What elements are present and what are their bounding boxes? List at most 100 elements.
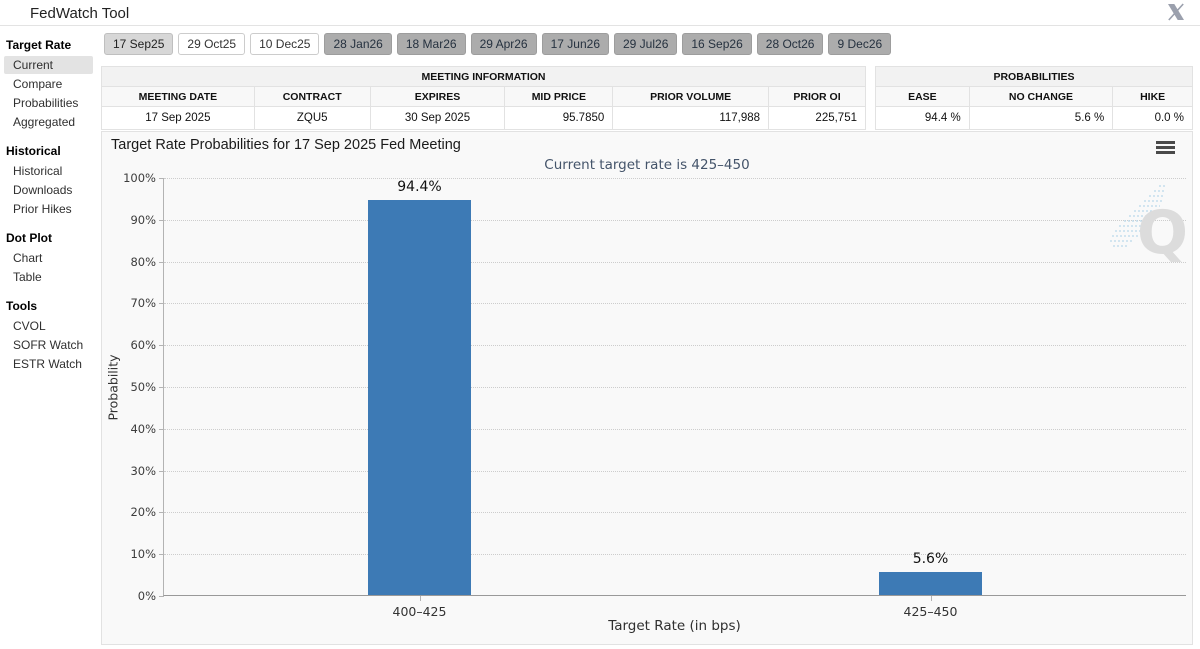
y-tick-mark — [159, 261, 164, 263]
x-logo-glyph — [1168, 3, 1184, 21]
probability-bar[interactable] — [368, 200, 471, 595]
x-axis-title: Target Rate (in bps) — [608, 618, 741, 634]
y-tick-mark — [159, 219, 164, 221]
column-header: NO CHANGE — [968, 86, 1114, 107]
sidebar-item-compare[interactable]: Compare — [13, 77, 63, 91]
sidebar-item-current[interactable]: Current — [4, 56, 93, 74]
sidebar-item-historical[interactable]: Historical — [13, 164, 63, 178]
sidebar-item-estr-watch[interactable]: ESTR Watch — [13, 357, 82, 371]
table-cell: 5.6 % — [968, 106, 1114, 130]
column-header: EXPIRES — [369, 86, 506, 107]
meeting-tab[interactable]: 16 Sep26 — [682, 33, 752, 55]
column-header: MEETING DATE — [101, 86, 255, 107]
svg-text:Q: Q — [1137, 198, 1188, 268]
y-tick-mark — [159, 470, 164, 472]
probabilities-table: PROBABILITIES EASE NO CHANGE HIKE 94.4 % 5.6 … — [875, 66, 1193, 130]
sidebar: Target Rate Current Compare Probabilities Ag… — [0, 26, 100, 374]
column-header: PRIOR VOLUME — [612, 86, 770, 107]
y-tick-label: 0% — [137, 589, 156, 603]
column-header: PRIOR OI — [768, 86, 866, 107]
meeting-tab[interactable]: 17 Sep25 — [104, 33, 174, 55]
chart-menu-icon[interactable] — [1156, 141, 1175, 156]
table-cell: 117,988 — [612, 106, 770, 130]
chart-subtitle: Current target rate is 425–450 — [544, 157, 750, 173]
table-cell: 17 Sep 2025 — [101, 106, 255, 130]
sidebar-item-sofr-watch[interactable]: SOFR Watch — [13, 338, 84, 352]
gridline — [164, 303, 1186, 305]
y-tick-mark — [159, 345, 164, 347]
y-tick-mark — [159, 596, 164, 597]
bar-value-label: 94.4% — [397, 179, 442, 196]
y-tick-label: 90% — [130, 212, 156, 227]
meeting-tab[interactable]: 10 Dec25 — [250, 33, 320, 55]
y-tick-mark — [159, 178, 164, 179]
gridline — [164, 261, 1186, 263]
sidebar-item-chart[interactable]: Chart — [13, 251, 43, 265]
meeting-tab[interactable]: 29 Apr26 — [470, 33, 537, 55]
table-cell: 94.4 % — [875, 106, 970, 130]
bar-value-label: 5.6% — [912, 550, 949, 567]
table-title: PROBABILITIES — [875, 66, 1193, 87]
y-tick-label: 30% — [130, 463, 156, 478]
y-tick-mark — [159, 512, 164, 514]
sidebar-item-probabilities[interactable]: Probabilities — [13, 96, 79, 110]
meeting-tab[interactable]: 28 Jan26 — [324, 33, 392, 55]
meeting-tab[interactable]: 29 Oct25 — [178, 33, 246, 55]
sidebar-section-header: Tools — [6, 299, 38, 313]
gridline — [164, 470, 1186, 472]
column-header: MID PRICE — [504, 86, 614, 107]
header-divider — [0, 25, 1200, 26]
x-logo-icon[interactable] — [1163, 0, 1189, 24]
gridline — [164, 512, 1186, 514]
gridline — [164, 428, 1186, 430]
table-cell: 0.0 % — [1112, 106, 1193, 130]
y-tick-mark — [159, 387, 164, 388]
chart-title: Target Rate Probabilities for 17 Sep 202… — [111, 137, 461, 153]
meeting-tabs: 17 Sep25 29 Oct25 10 Dec25 28 Jan26 18 Mar26… — [104, 33, 892, 55]
meeting-tab[interactable]: 9 Dec26 — [828, 33, 892, 55]
page-title: FedWatch Tool — [30, 5, 130, 22]
column-header: EASE — [875, 86, 970, 107]
quikstrike-watermark-icon: Q — [1107, 180, 1192, 272]
column-header: CONTRACT — [253, 86, 371, 107]
sidebar-item-cvol[interactable]: CVOL — [13, 319, 46, 333]
column-header: HIKE — [1112, 86, 1193, 107]
sidebar-section-header: Historical — [6, 144, 61, 158]
y-tick-mark — [159, 554, 164, 556]
meeting-tab[interactable]: 18 Mar26 — [396, 33, 466, 55]
sidebar-section-header: Target Rate — [6, 38, 72, 52]
sidebar-item-table[interactable]: Table — [13, 270, 42, 284]
y-tick-label: 10% — [130, 547, 156, 562]
meeting-tab[interactable]: 29 Jul26 — [614, 33, 678, 55]
y-tick-label: 50% — [130, 380, 156, 394]
sidebar-item-prior-hikes[interactable]: Prior Hikes — [13, 202, 72, 216]
y-tick-label: 80% — [130, 254, 156, 269]
gridline — [164, 345, 1186, 347]
table-cell: ZQU5 — [253, 106, 371, 130]
y-tick-label: 100% — [123, 171, 156, 185]
plot-area: 0% 10% 20% 30% 40% 50% 60% 70% 80% 90% 100% 94.4% 40… — [123, 172, 1186, 619]
gridline — [164, 219, 1186, 221]
meeting-tab[interactable]: 17 Jun26 — [541, 33, 609, 55]
sidebar-item-aggregated[interactable]: Aggregated — [13, 115, 76, 129]
y-tick-mark — [159, 303, 164, 305]
y-tick-label: 40% — [130, 421, 156, 436]
x-tick-label: 400–425 — [392, 604, 447, 619]
x-tick-mark — [419, 596, 421, 601]
table-cell: 30 Sep 2025 — [369, 106, 506, 130]
y-tick-mark — [159, 428, 164, 430]
sidebar-section-header: Dot Plot — [6, 231, 52, 245]
gridline — [164, 178, 1186, 179]
meeting-tab[interactable]: 28 Oct26 — [756, 33, 824, 55]
x-tick-mark — [930, 596, 932, 601]
gridline — [164, 387, 1186, 388]
y-tick-label: 60% — [130, 338, 156, 353]
y-tick-label: 20% — [130, 505, 156, 520]
x-tick-label: 425–450 — [903, 604, 958, 619]
y-tick-label: 70% — [130, 296, 156, 311]
summary-tables: MEETING INFORMATION MEETING DATE CONTRACT E… — [101, 66, 1193, 130]
probability-bar[interactable] — [879, 571, 982, 595]
sidebar-item-downloads[interactable]: Downloads — [13, 183, 73, 197]
table-cell: 225,751 — [768, 106, 866, 130]
